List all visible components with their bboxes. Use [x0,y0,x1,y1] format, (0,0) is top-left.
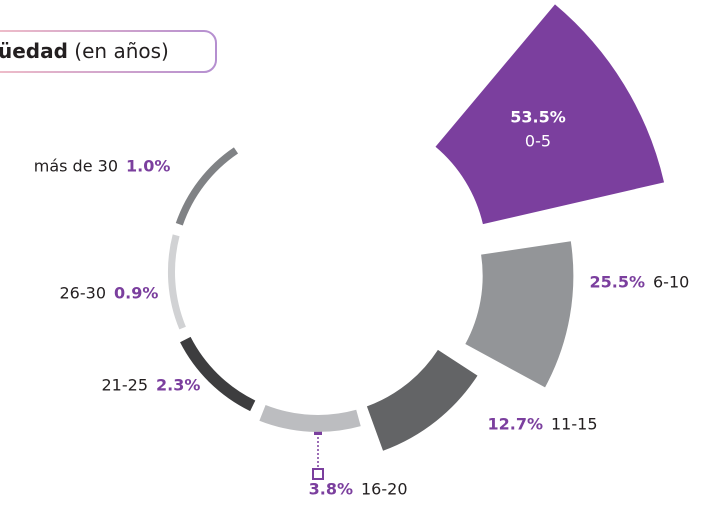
category-label: 6-10 [653,273,689,292]
category-label: 21-25 [102,376,149,395]
category-label: 26-30 [60,284,107,303]
category-label: 11-15 [551,415,598,434]
segment [259,405,361,432]
leader-end [312,468,324,480]
title-rest: (en años) [74,39,169,63]
chart-title: üedad (en años) [0,39,169,63]
value-label: 3.8% [309,480,353,499]
segment [167,234,186,330]
category-label: más de 30 [34,157,118,176]
segment [366,349,478,451]
category-label: 0-5 [525,132,551,151]
value-label: 1.0% [126,157,170,176]
segment [175,147,239,226]
value-label: 25.5% [589,273,645,292]
value-label: 12.7% [487,415,543,434]
value-label: 2.3% [156,376,200,395]
title-bold: üedad [0,39,68,63]
value-label: 53.5% [510,108,566,127]
value-label: 0.9% [114,284,158,303]
title-box [0,30,217,73]
category-label: 16-20 [361,480,408,499]
segment [180,336,256,412]
segment [465,241,574,388]
segment [435,4,665,225]
